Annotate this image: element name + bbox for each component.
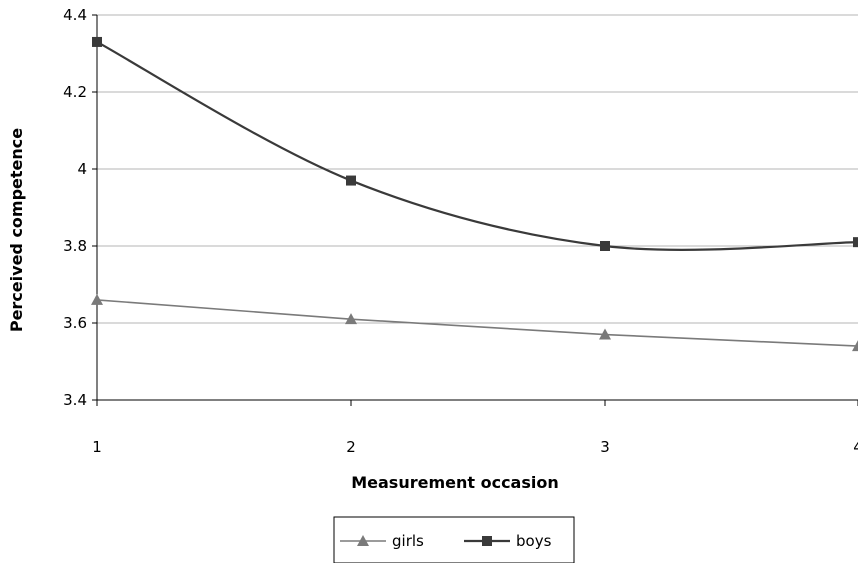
legend: girls boys	[333, 516, 575, 564]
axes: 3.4 3.6 3.8 4 4.2 4.4 1 2 3 4	[63, 6, 858, 456]
boys-point	[92, 36, 102, 47]
x-tick-label: 2	[346, 438, 356, 456]
legend-marker-boys	[482, 536, 492, 546]
girls-point	[91, 293, 103, 305]
girls-point	[852, 340, 858, 352]
girls-point	[599, 328, 611, 340]
boys-point	[853, 237, 858, 248]
boys-line	[96, 40, 858, 251]
y-axis-title: Perceived competence	[7, 128, 26, 332]
x-axis-title: Measurement occasion	[351, 473, 559, 492]
x-tick-label: 1	[92, 438, 102, 456]
x-tick-label: 3	[600, 438, 610, 456]
legend-item-boys: boys	[464, 532, 552, 550]
y-tick-label: 3.6	[63, 314, 87, 332]
boys-point	[346, 175, 356, 186]
x-tick-label: 4	[853, 438, 858, 456]
y-tick-label: 4.4	[63, 6, 87, 24]
legend-label-boys: boys	[516, 532, 552, 550]
legend-label-girls: girls	[392, 532, 424, 550]
y-tick-label: 3.8	[63, 237, 87, 255]
gridlines	[97, 14, 858, 401]
y-tick-label: 3.4	[63, 391, 87, 409]
y-tick-label: 4	[77, 160, 87, 178]
y-tick-label: 4.2	[63, 83, 87, 101]
series-layer	[91, 36, 858, 352]
boys-point	[600, 241, 610, 251]
girls-line	[96, 299, 858, 347]
series-boys	[92, 36, 858, 251]
series-girls	[91, 293, 858, 352]
legend-item-girls: girls	[340, 532, 424, 550]
legend-marker-girls	[357, 535, 369, 546]
girls-point	[345, 313, 357, 325]
